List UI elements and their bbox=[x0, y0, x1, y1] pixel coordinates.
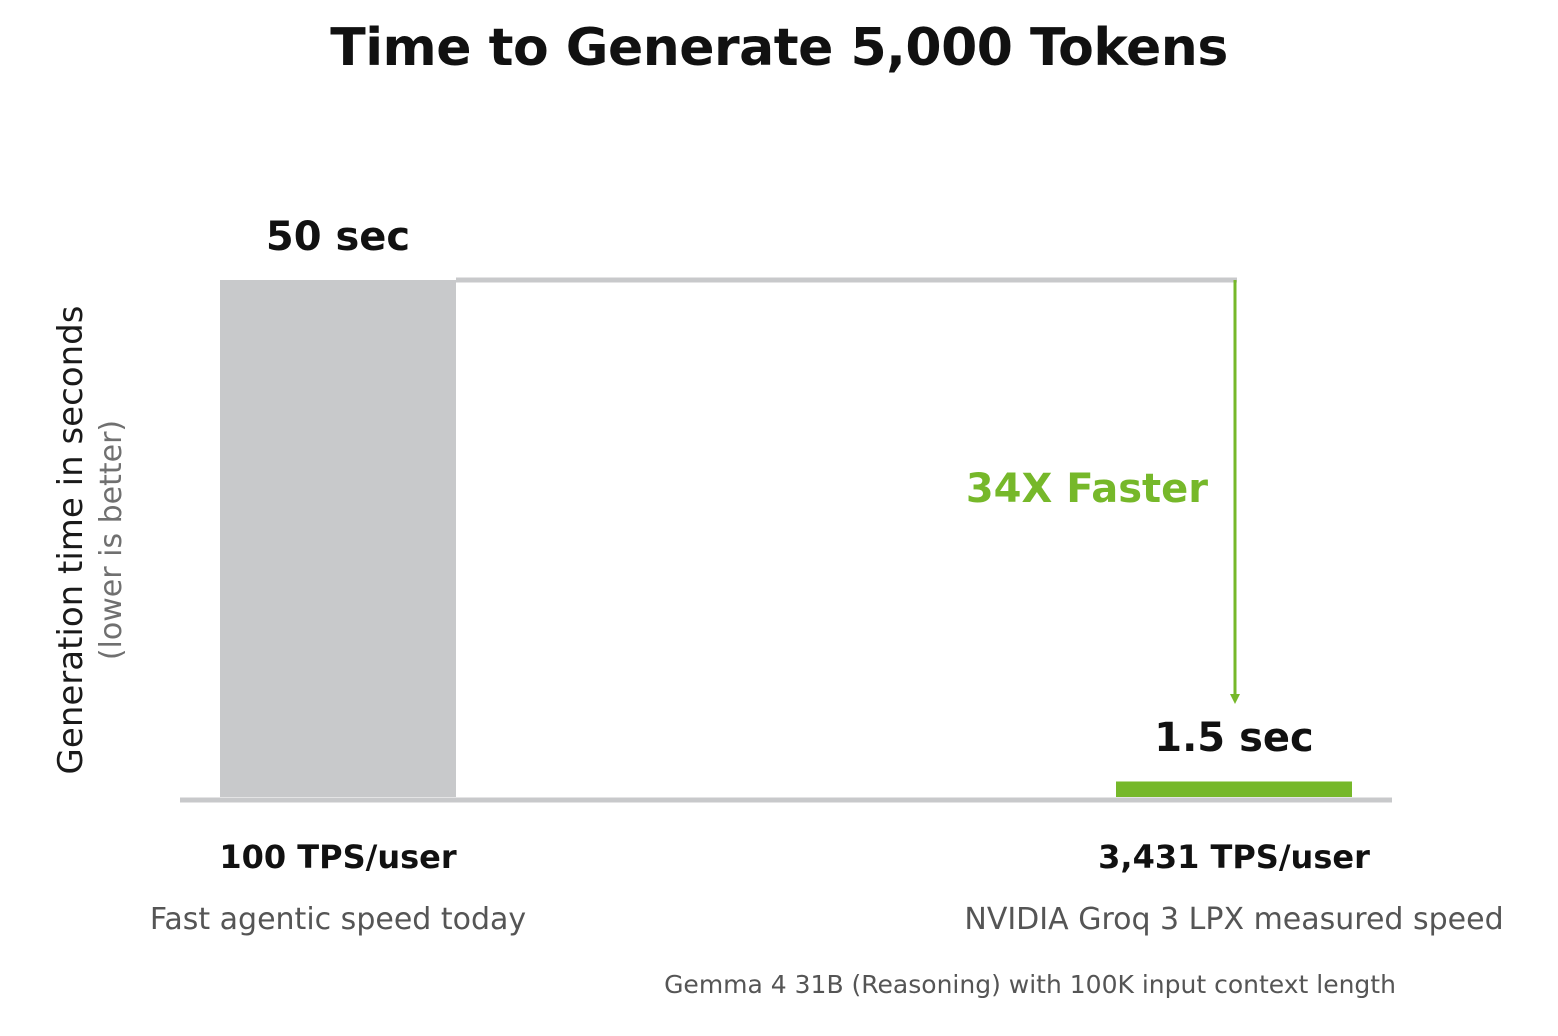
x-category-1-subtitle: Fast agentic speed today bbox=[149, 902, 527, 937]
speedup-arrowhead bbox=[1230, 694, 1240, 704]
x-category-2-subtitle: NVIDIA Groq 3 LPX measured speed bbox=[964, 902, 1504, 937]
y-axis-label: Generation time in seconds (lower is bet… bbox=[50, 306, 130, 775]
data-label-bar-2: 1.5 sec bbox=[1154, 715, 1314, 762]
bar-1 bbox=[220, 280, 456, 797]
data-label-bar-1: 50 sec bbox=[265, 214, 411, 260]
bar-2 bbox=[1116, 781, 1352, 797]
bars-layer bbox=[220, 280, 1352, 797]
speedup-annotation: 34X Faster bbox=[965, 466, 1208, 512]
y-axis-note: (lower is better) bbox=[93, 419, 129, 661]
y-axis-title: Generation time in seconds bbox=[51, 305, 91, 775]
x-category-2: 3,431 TPS/user bbox=[1098, 838, 1370, 876]
x-category-1: 100 TPS/user bbox=[219, 838, 457, 876]
footnote: Gemma 4 31B (Reasoning) with 100K input … bbox=[664, 970, 1396, 999]
chart-title: Time to Generate 5,000 Tokens bbox=[330, 18, 1228, 78]
